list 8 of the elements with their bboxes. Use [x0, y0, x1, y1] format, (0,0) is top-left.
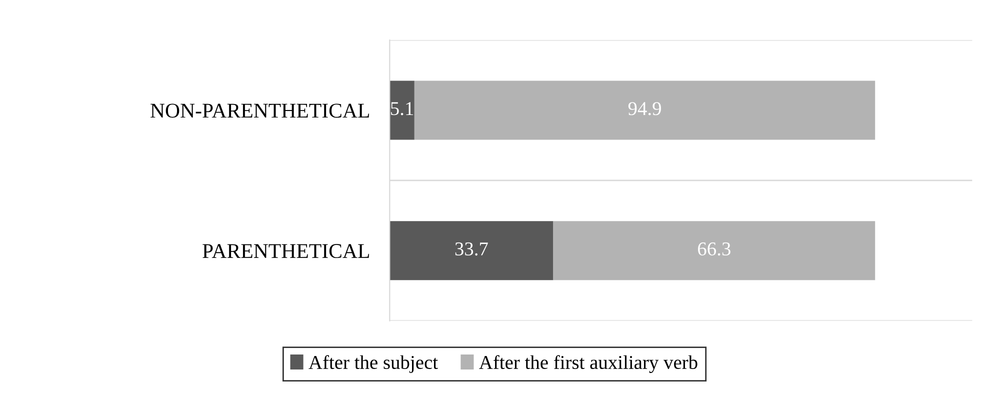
data-label: 94.9	[628, 102, 661, 116]
data-label: 66.3	[698, 242, 730, 256]
y-tick-label: NON-PARENTHETICAL	[150, 104, 369, 118]
data-label: 33.7	[455, 242, 488, 256]
y-tick-label: PARENTHETICAL	[202, 244, 369, 258]
legend-label: After the subject	[308, 355, 438, 373]
legend-label: After the first auxiliary verb	[479, 355, 698, 374]
data-label: 5.1	[391, 102, 414, 116]
